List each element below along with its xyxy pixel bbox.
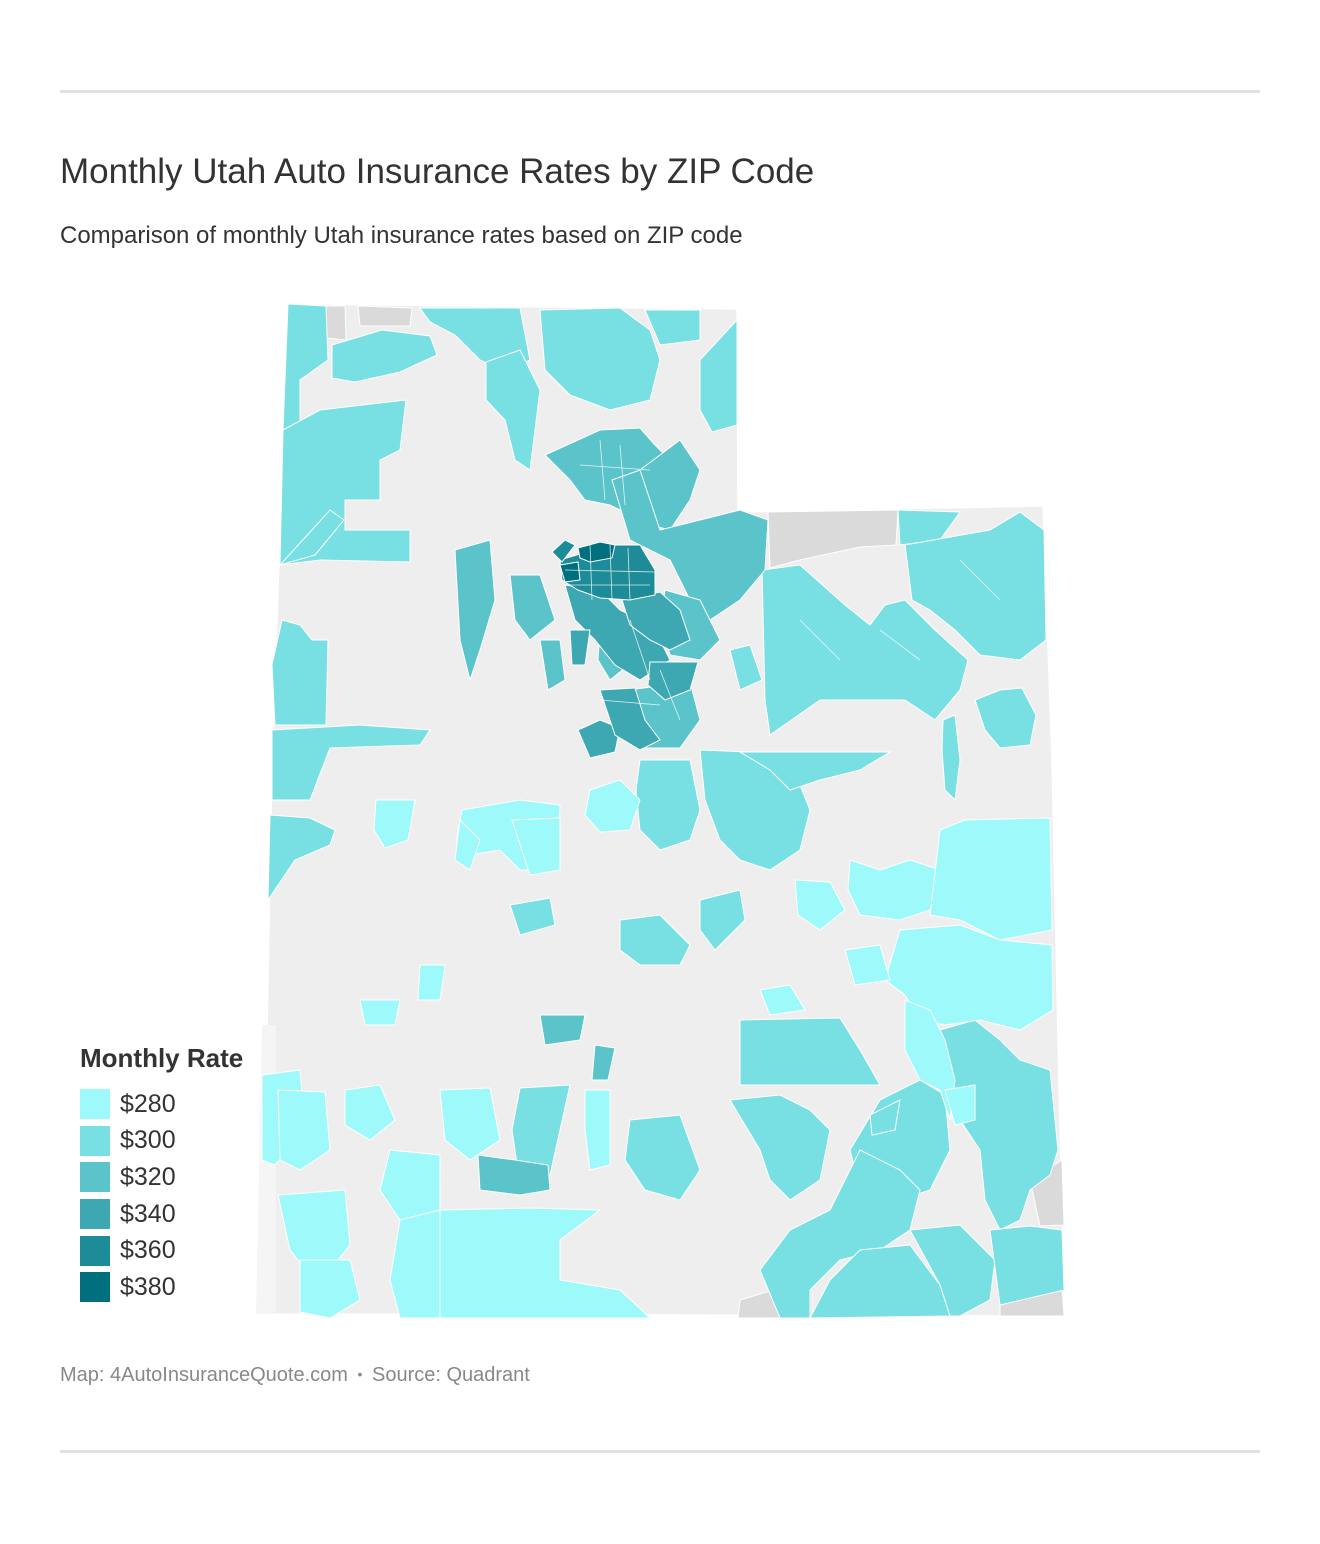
- legend-swatch: [80, 1235, 110, 1266]
- utah-zip-map: [0, 290, 1320, 1330]
- legend-item: $320: [80, 1159, 243, 1196]
- footer-separator: •: [357, 1366, 363, 1382]
- map-svg: [256, 303, 1065, 1319]
- page-subtitle: Comparison of monthly Utah insurance rat…: [60, 222, 743, 249]
- rate-340-regions: [564, 584, 699, 759]
- legend-item: $280: [80, 1086, 243, 1123]
- top-divider: [60, 90, 1260, 93]
- legend-label: $280: [120, 1089, 176, 1118]
- rate-300-regions: [267, 303, 1065, 1319]
- rate-320-regions: [454, 427, 769, 1196]
- legend-title: Monthly Rate: [80, 1043, 244, 1073]
- legend-swatch: [80, 1162, 110, 1193]
- legend-swatch: [80, 1089, 110, 1120]
- legend-label: $380: [120, 1272, 176, 1301]
- legend-label: $340: [120, 1199, 176, 1228]
- footer-credits: Map: 4AutoInsuranceQuote.com • Source: Q…: [60, 1364, 530, 1387]
- source-credit: Source: Quadrant: [371, 1364, 530, 1386]
- map-credit: Map: 4AutoInsuranceQuote.com: [60, 1364, 348, 1386]
- legend-item: $360: [80, 1232, 243, 1269]
- legend-swatch: [80, 1199, 110, 1230]
- zip-boundaries: [564, 439, 1001, 721]
- legend-label: $320: [120, 1162, 176, 1191]
- legend-item: $300: [80, 1123, 243, 1160]
- legend-label: $300: [120, 1126, 176, 1155]
- legend-label: $360: [120, 1236, 176, 1265]
- page-title: Monthly Utah Auto Insurance Rates by ZIP…: [60, 152, 815, 191]
- legend-swatch: [80, 1272, 110, 1303]
- legend-item: $340: [80, 1196, 243, 1233]
- rate-280-regions: [261, 779, 1054, 1319]
- map-legend: Monthly Rate $280 $300 $320 $340 $360 $380: [80, 1043, 243, 1306]
- legend-items: $280 $300 $320 $340 $360 $380: [80, 1086, 243, 1306]
- legend-item: $380: [80, 1269, 243, 1306]
- rate-380-regions: [559, 541, 616, 583]
- legend-swatch: [80, 1125, 110, 1156]
- bottom-divider: [60, 1450, 1260, 1453]
- west-edge-sliver: [256, 1025, 276, 1314]
